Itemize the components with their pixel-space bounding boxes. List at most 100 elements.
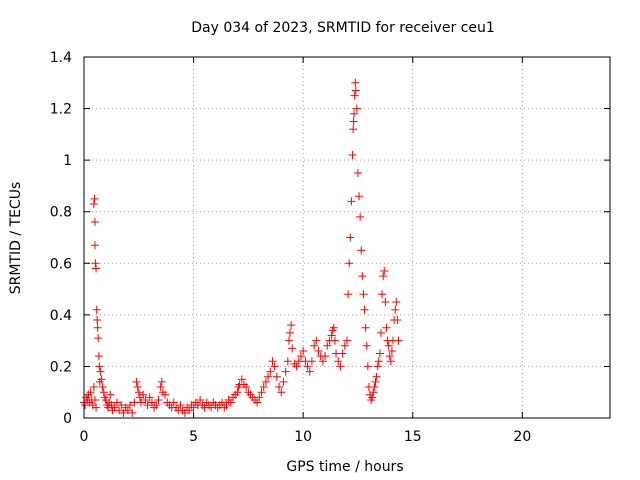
data-point <box>94 334 103 343</box>
data-point <box>110 403 119 412</box>
data-point <box>318 357 327 366</box>
data-point <box>94 352 103 361</box>
data-point <box>346 233 355 242</box>
data-point <box>154 395 163 404</box>
data-point <box>305 367 314 376</box>
data-point <box>281 367 290 376</box>
data-point <box>284 336 293 345</box>
x-tick-label: 20 <box>513 429 531 445</box>
data-point <box>347 197 356 206</box>
data-point <box>266 367 275 376</box>
data-point <box>351 86 360 95</box>
data-point <box>307 357 316 366</box>
y-tick-label: 0.6 <box>50 256 72 272</box>
data-point <box>336 362 345 371</box>
data-point <box>371 377 380 386</box>
grid-lines <box>84 57 610 418</box>
data-point <box>348 150 357 159</box>
data-point <box>218 398 227 407</box>
data-point <box>378 290 387 299</box>
data-point <box>89 199 98 208</box>
data-point <box>132 377 141 386</box>
data-point <box>152 401 161 410</box>
data-point <box>126 401 135 410</box>
x-tick-label: 10 <box>294 429 312 445</box>
data-point <box>97 375 106 384</box>
data-point <box>314 346 323 355</box>
data-point <box>384 341 393 350</box>
data-point <box>136 398 145 407</box>
data-point <box>386 357 395 366</box>
data-point <box>233 388 242 397</box>
data-point <box>253 398 262 407</box>
data-point <box>362 341 371 350</box>
data-point <box>279 377 288 386</box>
y-tick-label: 1.2 <box>50 102 72 118</box>
data-point <box>92 264 101 273</box>
x-tick-label: 15 <box>404 429 422 445</box>
y-tick-label: 0 <box>63 411 72 427</box>
data-point <box>379 272 388 281</box>
data-points <box>80 78 403 417</box>
data-point <box>376 328 385 337</box>
data-point <box>310 341 319 350</box>
data-point <box>237 375 246 384</box>
data-point <box>92 305 101 314</box>
data-point <box>374 357 383 366</box>
data-point <box>392 297 401 306</box>
data-point <box>292 362 301 371</box>
data-point <box>349 117 358 126</box>
data-point <box>344 290 353 299</box>
data-point <box>380 267 389 276</box>
x-axis-label: GPS time / hours <box>286 459 403 475</box>
y-axis-label: SRMTID / TECUs <box>8 182 24 295</box>
data-point <box>106 390 115 399</box>
data-point <box>261 377 270 386</box>
data-point <box>329 323 338 332</box>
data-point <box>277 388 286 397</box>
data-point <box>91 259 100 268</box>
data-point <box>143 401 152 410</box>
data-point <box>264 372 273 381</box>
data-point <box>351 78 360 87</box>
data-point <box>330 336 339 345</box>
x-tick-label: 0 <box>80 429 89 445</box>
data-point <box>338 349 347 358</box>
data-point <box>112 398 121 407</box>
data-point <box>222 401 231 410</box>
data-point <box>180 408 189 417</box>
data-point <box>169 398 178 407</box>
data-point <box>123 406 132 415</box>
data-point <box>323 341 332 350</box>
data-point <box>352 104 361 113</box>
data-point <box>355 192 364 201</box>
data-point <box>361 323 370 332</box>
data-point <box>189 403 198 412</box>
data-point <box>350 91 359 100</box>
data-point <box>372 372 381 381</box>
data-point <box>387 346 396 355</box>
data-point <box>375 349 384 358</box>
data-point <box>93 316 102 325</box>
data-point <box>196 395 205 404</box>
data-point <box>93 323 102 332</box>
data-point <box>90 194 99 203</box>
y-tick-label: 1.4 <box>50 50 72 66</box>
y-tick-label: 0.2 <box>50 359 72 375</box>
data-point <box>353 169 362 178</box>
axis-ticks: 0 5 10 15 20 0 0.2 0.4 0.6 0.8 1 1.2 1.4 <box>50 50 610 445</box>
data-point <box>90 218 99 227</box>
data-point <box>345 259 354 268</box>
data-point <box>363 362 372 371</box>
data-point <box>90 241 99 250</box>
data-point <box>90 395 99 404</box>
data-point <box>139 390 148 399</box>
data-point <box>296 352 305 361</box>
plot-frame <box>83 56 611 419</box>
data-point <box>270 362 279 371</box>
chart-title: Day 034 of 2023, SRMTID for receiver ceu… <box>191 20 495 36</box>
data-point <box>340 341 349 350</box>
data-point <box>321 352 330 361</box>
data-point <box>95 362 104 371</box>
x-tick-label: 5 <box>189 429 198 445</box>
